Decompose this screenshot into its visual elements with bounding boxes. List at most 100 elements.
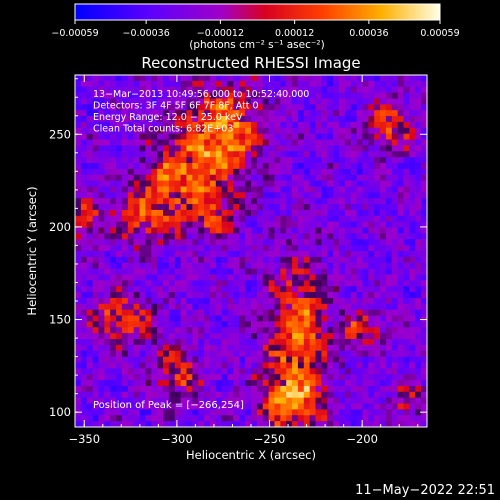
heatmap-cell: [209, 204, 217, 211]
heatmap-cell: [256, 209, 264, 217]
heatmap-cell: [374, 391, 381, 399]
heatmap-cell: [292, 145, 299, 152]
heatmap-cell: [157, 104, 164, 111]
heatmap-cell: [75, 239, 82, 246]
heatmap-cell: [209, 397, 217, 404]
heatmap-cell: [233, 368, 240, 375]
heatmap-cell: [239, 145, 246, 152]
heatmap-cell: [321, 151, 328, 158]
heatmap-cell: [397, 350, 404, 357]
heatmap-cell: [116, 391, 123, 399]
heatmap-cell: [415, 233, 422, 240]
heatmap-cell: [339, 303, 346, 311]
heatmap-cell: [356, 362, 363, 369]
heatmap-cell: [409, 403, 416, 410]
heatmap-cell: [391, 151, 399, 158]
heatmap-cell: [104, 186, 111, 193]
heatmap-cell: [280, 157, 287, 164]
heatmap-cell: [297, 421, 305, 427]
heatmap-cell: [333, 233, 340, 240]
heatmap-cell: [139, 380, 146, 387]
heatmap-cell: [333, 368, 340, 375]
heatmap-cell: [251, 98, 258, 105]
heatmap-cell: [262, 262, 269, 269]
heatmap-cell: [409, 245, 416, 252]
heatmap-cell: [233, 198, 240, 205]
heatmap-cell: [362, 262, 369, 269]
heatmap-cell: [274, 163, 281, 170]
heatmap-cell: [221, 286, 228, 293]
heatmap-cell: [227, 227, 234, 234]
heatmap-cell: [321, 251, 328, 258]
heatmap-cell: [374, 198, 381, 205]
heatmap-cell: [421, 180, 427, 187]
heatmap-cell: [139, 315, 146, 322]
heatmap-cell: [268, 262, 275, 269]
heatmap-cell: [98, 121, 105, 129]
heatmap-cell: [245, 297, 252, 305]
heatmap-cell: [268, 380, 275, 387]
heatmap-cell: [110, 374, 117, 381]
heatmap-cell: [163, 92, 170, 99]
heatmap-cell: [204, 268, 211, 275]
heatmap-cell: [80, 292, 88, 299]
heatmap-cell: [168, 339, 176, 346]
heatmap-cell: [268, 403, 275, 410]
heatmap-cell: [268, 256, 275, 264]
heatmap-cell: [350, 297, 357, 305]
heatmap-cell: [391, 292, 399, 299]
heatmap-cell: [104, 233, 111, 240]
heatmap-cell: [368, 163, 375, 170]
heatmap-cell: [127, 227, 135, 234]
heatmap-cell: [204, 262, 211, 269]
heatmap-cell: [239, 262, 246, 269]
heatmap-cell: [415, 292, 422, 299]
heatmap-cell: [110, 75, 117, 82]
heatmap-cell: [198, 315, 205, 322]
heatmap-cell: [204, 403, 211, 410]
heatmap-cell: [86, 415, 93, 422]
heatmap-cell: [333, 397, 340, 404]
heatmap-cell: [186, 245, 193, 252]
heatmap-cell: [368, 409, 375, 416]
heatmap-cell: [309, 344, 316, 352]
heatmap-cell: [204, 215, 211, 223]
heatmap-cell: [98, 286, 105, 293]
heatmap-cell: [209, 151, 217, 158]
heatmap-cell: [204, 333, 211, 340]
heatmap-cell: [168, 391, 176, 399]
heatmap-cell: [380, 339, 387, 346]
heatmap-cell: [233, 362, 240, 369]
heatmap-cell: [397, 327, 404, 334]
heatmap-cell: [163, 145, 170, 152]
heatmap-cell: [292, 204, 299, 211]
heatmap-cell: [391, 163, 399, 170]
heatmap-cell: [350, 221, 357, 228]
heatmap-cell: [133, 209, 140, 217]
heatmap-cell: [215, 327, 223, 334]
heatmap-cell: [268, 168, 275, 176]
heatmap-cell: [256, 204, 264, 211]
heatmap-cell: [80, 86, 88, 93]
heatmap-cell: [121, 151, 129, 158]
heatmap-cell: [303, 186, 311, 193]
heatmap-cell: [339, 344, 346, 352]
heatmap-cell: [145, 186, 152, 193]
heatmap-cell: [92, 391, 99, 399]
heatmap-cell: [133, 415, 140, 422]
heatmap-cell: [421, 268, 427, 275]
heatmap-cell: [80, 215, 88, 223]
heatmap-cell: [356, 92, 363, 99]
heatmap-cell: [174, 350, 181, 357]
y-tick-label: 100: [49, 405, 71, 419]
heatmap-cell: [168, 121, 176, 129]
heatmap-cell: [385, 262, 393, 269]
heatmap-cell: [315, 303, 322, 311]
heatmap-cell: [198, 245, 205, 252]
heatmap-cell: [274, 151, 281, 158]
heatmap-cell: [116, 397, 123, 404]
heatmap-cell: [121, 409, 129, 416]
heatmap-cell: [209, 327, 217, 334]
heatmap-cell: [368, 110, 375, 117]
heatmap-cell: [362, 221, 369, 228]
